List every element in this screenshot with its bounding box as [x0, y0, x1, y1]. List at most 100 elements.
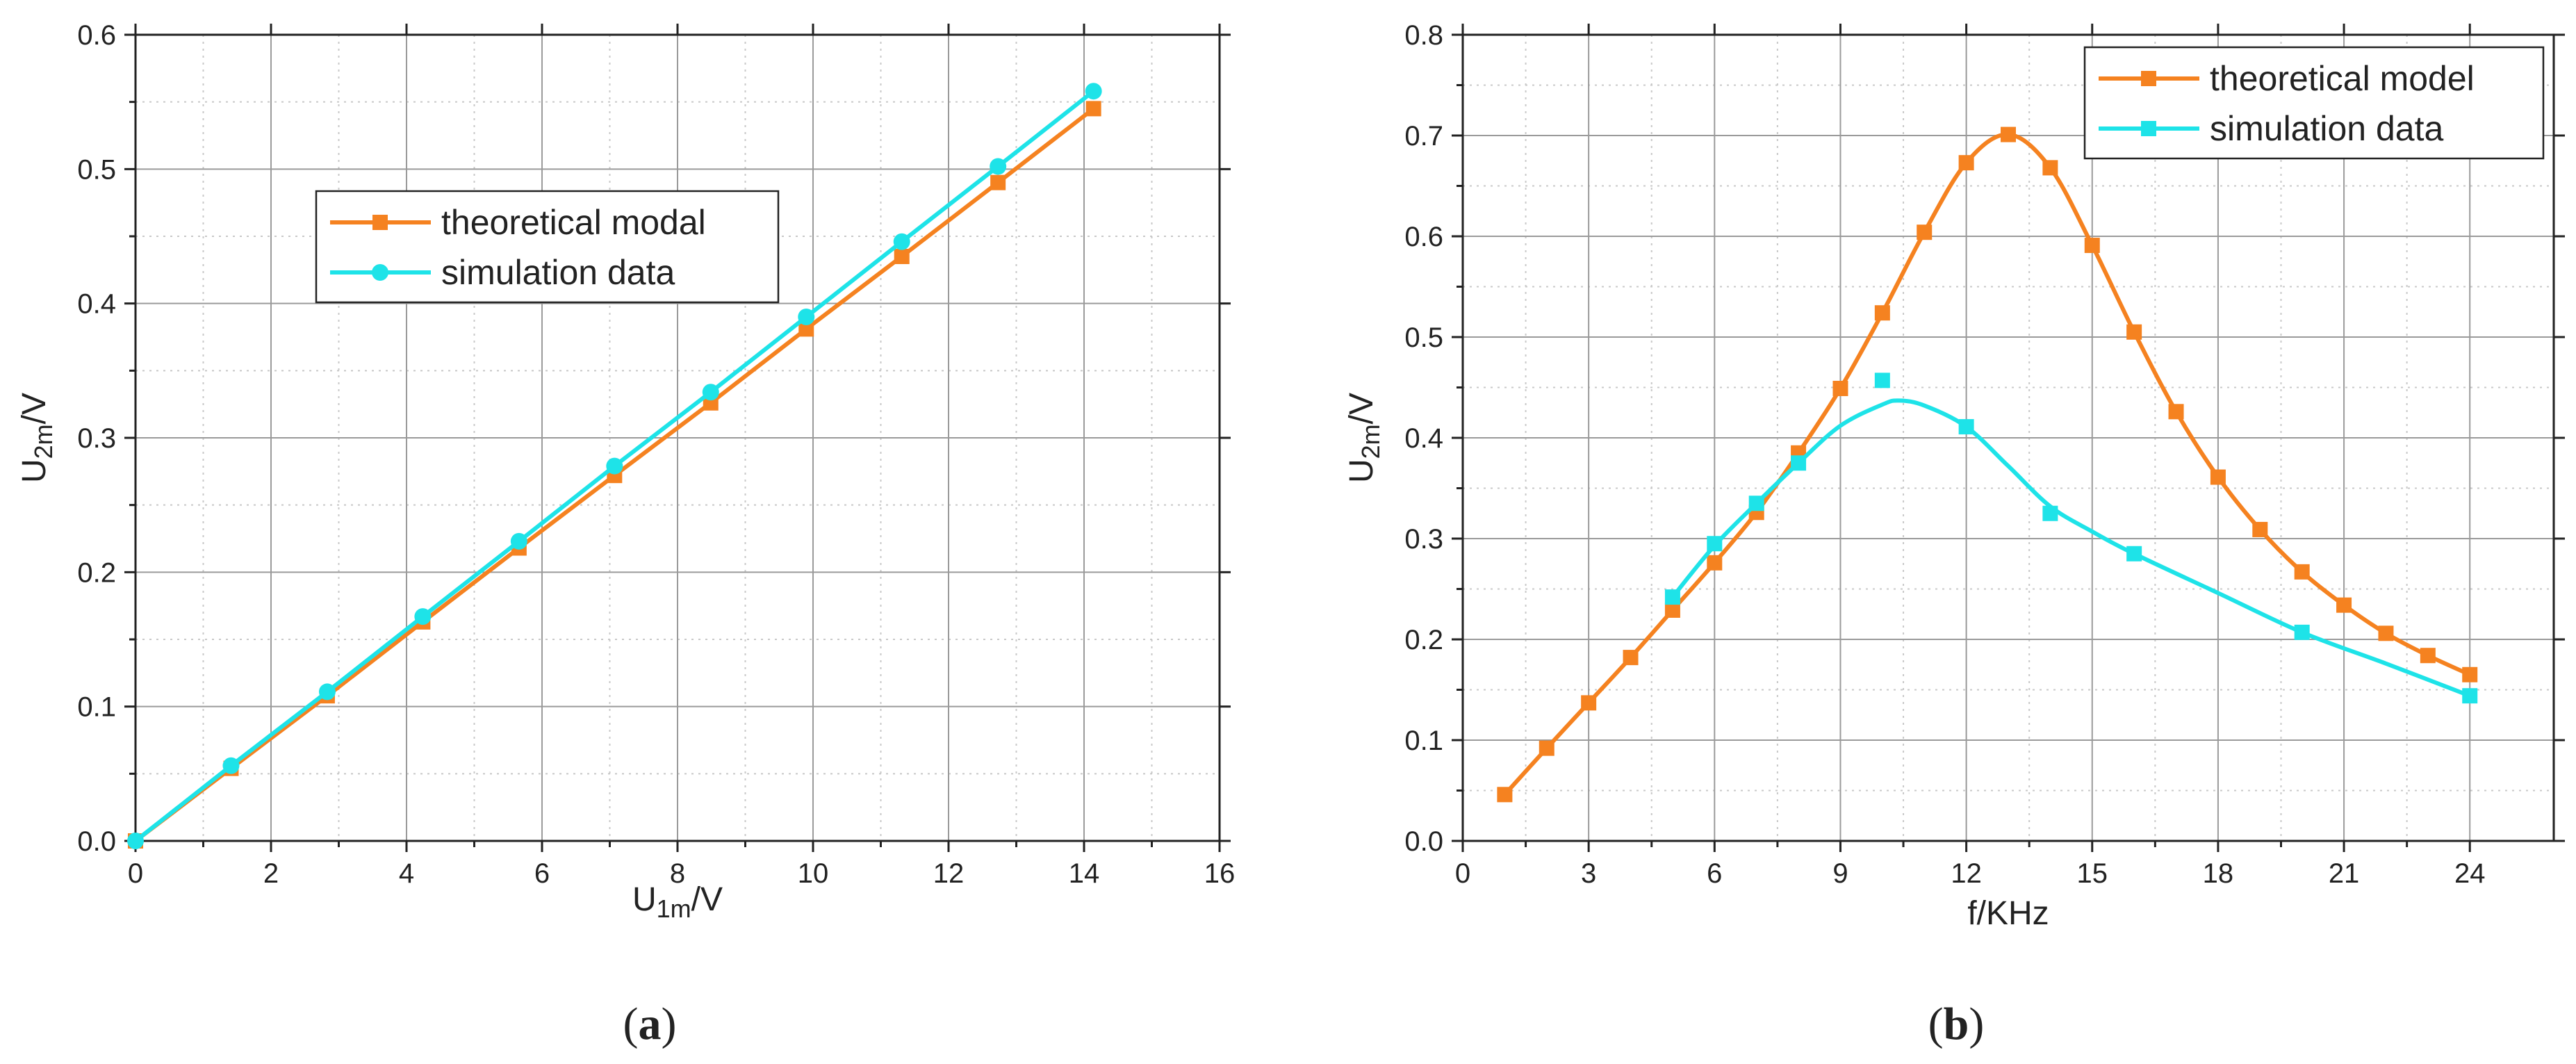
panel-a-x-axis-title-tail: /V [691, 881, 723, 918]
panel-b-series-0-point [2462, 666, 2478, 682]
panel-a-y-axis-title-sub: 2m [29, 424, 58, 459]
panel-a-x-tick-label: 4 [399, 858, 414, 889]
panel-a-series-1-point [222, 757, 240, 774]
panel-b-series-1-point [1748, 496, 1764, 511]
panel-b-series-0-point [1664, 602, 1680, 618]
panel-b-x-tick-label: 12 [1951, 858, 1982, 889]
panel-a-x-tick-label: 0 [128, 858, 143, 889]
panel-a-series-0-point [990, 174, 1006, 190]
panel-b-x-tick-label: 18 [2203, 858, 2234, 889]
panel-b-y-tick-label: 0.4 [1404, 423, 1443, 454]
panel-a-caption: (a) [623, 999, 677, 1049]
panel-a-chart: 0 2 4 6 8 10 12 14 160.00.10.20.30.40.50.6U1m/VU… [16, 20, 1235, 923]
panel-b-y-tick-label: 0.7 [1404, 121, 1443, 152]
panel-b-x-tick-label: 9 [1832, 858, 1848, 889]
panel-a-series-1-point [798, 309, 815, 325]
panel-b-legend: theoretical model simulation data [2083, 46, 2545, 160]
panel-b-series-0-point [2336, 597, 2352, 613]
panel-b-series-0-point [2252, 521, 2268, 537]
panel-b-series-1-point [1664, 589, 1680, 605]
panel-b-series-0-point [2210, 469, 2226, 485]
panel-b-series-1-point [2462, 688, 2478, 704]
panel-b-series-0-point [2042, 160, 2058, 176]
panel-b-y-tick-label: 0.2 [1404, 625, 1443, 655]
panel-b-series-0-point [1497, 787, 1513, 803]
panel-a-series-1-point [893, 233, 910, 250]
panel-b-legend-label-1: simulation data [2210, 109, 2443, 148]
panel-b-y-axis-title-tail: /V [1343, 393, 1380, 424]
panel-b-series-0-point [2420, 648, 2436, 664]
panel-a-x-tick-label: 6 [534, 858, 550, 889]
panel-a-legend-label-0: theoretical modal [441, 203, 706, 242]
panel-b-series-1-point [1958, 419, 1974, 435]
panel-a-x-tick-label: 8 [670, 858, 685, 889]
panel-a-series-0-point [1085, 101, 1101, 117]
panel-b-y-tick-label: 0.1 [1404, 726, 1443, 756]
panel-b-legend-box [2083, 46, 2545, 160]
panel-a-legend: theoretical modal simulation data [315, 190, 780, 304]
panel-a-legend-box [315, 190, 780, 304]
panel-a-legend-swatch-marker-0 [372, 215, 388, 230]
panel-b-series-0-point [2378, 625, 2394, 641]
panel-a-series-1-point [510, 532, 527, 550]
panel-b-series-0-point [1958, 155, 1974, 171]
panel-b-series-0-point [2084, 238, 2100, 254]
panel-b-series-0-point [1539, 740, 1554, 756]
panel-a-x-axis-title-base: U [632, 881, 657, 918]
panel-b-series-0-point [1707, 555, 1723, 571]
panel-b-plot-frame [1461, 33, 2555, 842]
panel-a-series-1-point [1085, 83, 1102, 100]
panel-b-series-0-point [2168, 404, 2184, 420]
panel-b-series-1-point [2042, 505, 2058, 521]
panel-b-series-0-point [1832, 380, 1848, 396]
panel-a-x-tick-label: 10 [798, 858, 829, 889]
panel-a-x-tick-label: 14 [1069, 858, 1100, 889]
panel-a-plot-frame [134, 33, 1221, 842]
panel-a-series-0-point [798, 321, 814, 337]
panel-b-legend-swatch-marker-0 [2141, 71, 2156, 86]
panel-a-caption-letter: a [639, 999, 662, 1049]
panel-b-y-tick-label: 0.8 [1404, 20, 1443, 51]
panel-b-y-tick-label: 0.3 [1404, 524, 1443, 555]
panel-a-series-1-point [127, 833, 144, 849]
panel-b-y-tick-label: 0.5 [1404, 322, 1443, 353]
panel-b-x-tick-label: 24 [2454, 858, 2486, 889]
panel-b-series-1-point [1874, 373, 1890, 388]
panel-b-series-0-point [1917, 224, 1933, 240]
panel-b-x-tick-label: 3 [1581, 858, 1596, 889]
panel-b-series-0-point [1581, 695, 1597, 711]
panel-b-y-tick-label: 0.0 [1404, 826, 1443, 857]
panel-b-legend-swatch-marker-1 [2141, 121, 2156, 136]
panel-a-y-axis-title: U2m/V [16, 393, 58, 483]
panel-a-x-axis-title-sub: 1m [657, 894, 691, 923]
panel-a-x-axis-title: U1m/V [632, 881, 723, 923]
panel-b-x-tick-label: 15 [2077, 858, 2108, 889]
panel-b-caption: (b) [1928, 999, 1985, 1049]
panel-a-legend-swatch-marker-1 [372, 264, 388, 281]
panel-a-y-axis-title-base: U [16, 459, 53, 483]
panel-b-x-axis-title-base: f/KHz [1967, 895, 2049, 932]
panel-a-series-1 [127, 83, 1102, 849]
panel-b-y-axis-title-base: U [1343, 459, 1380, 483]
panel-b-series-1-point [2126, 546, 2142, 562]
panel-a-legend-label-1: simulation data [441, 253, 675, 292]
panel-b-y-axis-title: U2m/V [1343, 393, 1385, 483]
panel-b-series-0-point [1623, 650, 1639, 666]
panel-b-series-0-line [1502, 132, 2472, 797]
panel-a-grid [136, 35, 1220, 841]
panel-b-x-tick-label: 21 [2329, 858, 2360, 889]
panel-b-series-0-point [1874, 305, 1890, 321]
panel-a-series-1-point [414, 608, 432, 625]
panel-b-chart: 0 3 6 9 12 15 18 21 24 0.0 0.1 0.2 0.3 0.4 0.5 0.6 0.7 0.… [1343, 20, 2565, 932]
panel-a-series-1-point [318, 683, 336, 701]
panel-a-series-1-point [702, 384, 719, 401]
panel-b-legend-label-0: theoretical model [2210, 59, 2475, 98]
panel-b-series-1-point [2294, 624, 2310, 640]
panel-b-x-axis-title: f/KHz [1967, 895, 2049, 932]
panel-a-y-tick-label: 0.6 [77, 20, 116, 51]
panel-a-x-tick-label: 12 [933, 858, 965, 889]
panel-a-y-tick-label: 0.2 [77, 557, 116, 588]
panel-a-series-1-point [606, 457, 623, 475]
panel-b-series-0-point [2294, 564, 2310, 580]
